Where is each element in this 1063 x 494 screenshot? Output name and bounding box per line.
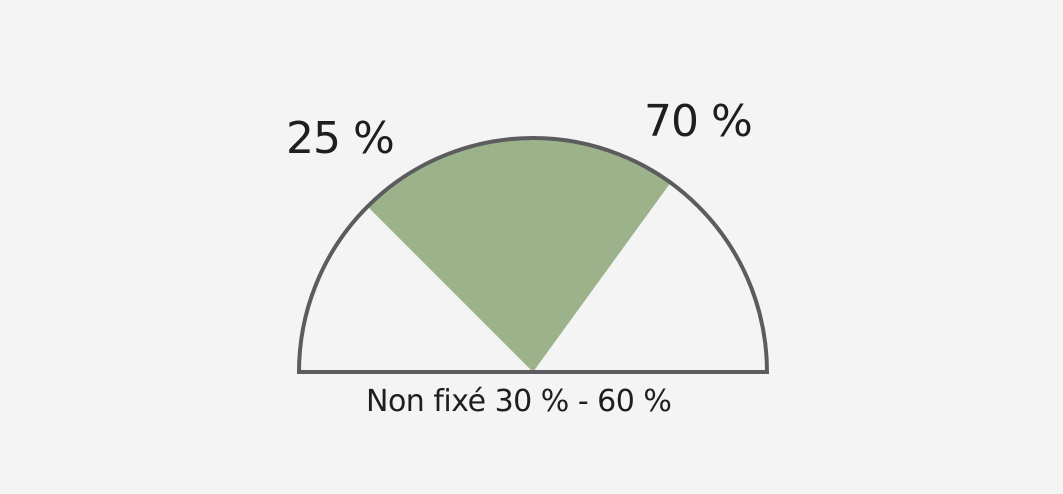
range-wedge: [367, 138, 671, 372]
upper-bound-label: 70 %: [644, 96, 753, 147]
lower-bound-label: 25 %: [286, 113, 395, 164]
range-caption: Non fixé 30 % - 60 %: [366, 384, 672, 419]
semicircle-outline: [296, 136, 770, 374]
